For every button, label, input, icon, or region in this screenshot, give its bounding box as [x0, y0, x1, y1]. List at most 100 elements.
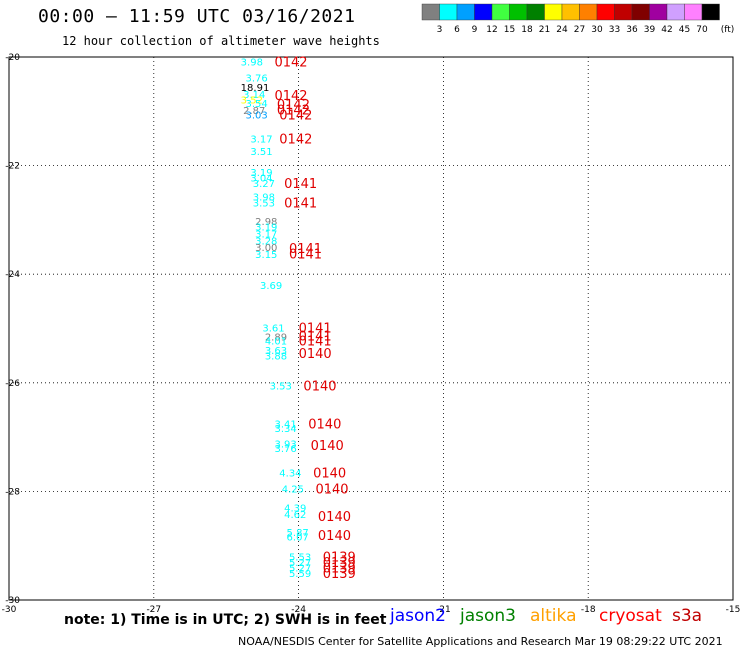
pass-time-label: 0140	[318, 510, 351, 525]
wave-height-value: 3.27	[253, 179, 275, 190]
legend-label: 12	[486, 25, 497, 35]
pass-time-label: 0141	[284, 177, 317, 192]
y-tick-label: -28	[5, 487, 20, 497]
wave-height-value: 3.17	[255, 229, 277, 240]
pass-time-label: 0139	[323, 551, 356, 566]
wave-height-value: 3.17	[250, 134, 272, 145]
wave-height-value: 5.59	[289, 569, 311, 580]
x-tick-label: -21	[436, 605, 451, 615]
pass-time-label: 0139	[323, 556, 356, 571]
satellite-name-jason3: jason3	[460, 606, 516, 626]
legend-label: 45	[679, 25, 690, 35]
wave-height-value: 3.14	[243, 90, 265, 101]
pass-time-label: 0140	[311, 439, 344, 454]
wave-height-value: 3.19	[255, 222, 277, 233]
wave-height-value: 5.27	[289, 558, 311, 569]
map-plot-area: -30 -27 -24 -21 -18 -15 -20 -22 -24 -26 -28 -30 3.98…	[2, 53, 740, 615]
wave-height-value: 3.98	[241, 57, 263, 68]
pass-time-label: 0140	[318, 529, 351, 544]
legend-swatch	[701, 3, 720, 21]
satellite-name-altika: altika	[530, 606, 577, 626]
wave-height-value: 3.03	[246, 111, 268, 122]
legend-label: 70	[696, 25, 708, 35]
legend-label: 6	[454, 25, 460, 35]
pass-time-label: 0140	[313, 466, 346, 481]
y-tick-label: -26	[5, 379, 20, 389]
wave-height-value: 2.98	[255, 217, 277, 228]
wave-height-value: 3.88	[265, 352, 287, 363]
wave-height-value: 3.69	[260, 281, 282, 292]
pass-time-label: 0141	[299, 334, 332, 349]
y-tick-label: -20	[5, 53, 20, 63]
x-tick-label: -18	[581, 605, 596, 615]
page-title: 00:00 – 11:59 UTC 03/16/2021	[38, 6, 356, 27]
wave-height-value: 4.39	[284, 504, 306, 515]
wave-height-value: 4.25	[282, 485, 304, 496]
satellite-name-jason2: jason2	[390, 606, 446, 626]
legend-label: 18	[521, 25, 533, 35]
plot-frame	[8, 56, 734, 601]
x-tick-label: -15	[726, 605, 740, 615]
satellite-name-s3a: s3a	[672, 606, 703, 626]
wave-height-value: 3.51	[250, 147, 272, 158]
legend-label: 9	[472, 25, 478, 35]
legend-label: 15	[504, 25, 515, 35]
wave-height-value: 18.91	[241, 83, 270, 94]
pass-time-label: 0141	[284, 197, 317, 212]
wave-height-value: 4.62	[284, 510, 306, 521]
legend-label: 3	[437, 25, 443, 35]
legend-label: 36	[626, 25, 638, 35]
wave-height-value: 3.76	[274, 444, 296, 455]
wave-height-value: 3.61	[262, 323, 284, 334]
wave-height-value: 3.93	[274, 440, 296, 451]
legend-label: 27	[574, 25, 585, 35]
footer-note: note: 1) Time is in UTC; 2) SWH is in fe…	[64, 612, 387, 628]
y-tick-label: -30	[5, 596, 20, 606]
wave-height-value: 4.34	[279, 468, 301, 479]
wave-height-value: 5.87	[287, 528, 309, 539]
wave-height-value: 3.41	[274, 420, 296, 431]
wave-height-value: 3.28	[255, 237, 277, 248]
pass-time-label: 0142	[279, 109, 312, 124]
wave-height-value: 2.89	[265, 333, 287, 344]
wave-height-value: 3.19	[250, 168, 272, 179]
pass-time-label: 0140	[315, 483, 348, 498]
credit-line: NOAA/NESDIS Center for Satellite Applica…	[238, 635, 723, 648]
pass-time-label: 0141	[289, 248, 322, 263]
wave-height-value: 3.76	[246, 74, 268, 85]
x-tick-label: -27	[146, 605, 161, 615]
x-tick-label: -30	[2, 605, 17, 615]
pass-time-label: 0142	[277, 98, 310, 113]
wave-height-value: 5.27	[289, 563, 311, 574]
pass-time-label: 0142	[274, 89, 307, 104]
pass-time-label: 0140	[303, 380, 336, 395]
legend-label: 24	[556, 25, 568, 35]
legend-unit: (ft)	[721, 25, 735, 35]
wave-height-value: 3.63	[265, 346, 287, 357]
pass-time-label: 0142	[274, 55, 307, 70]
legend-label: 42	[661, 25, 672, 35]
wave-height-value: 3.53	[253, 199, 275, 210]
pass-time-label: 0142	[279, 132, 312, 147]
pass-time-label: 0141	[299, 321, 332, 336]
legend-label: 39	[644, 25, 656, 35]
y-tick-label: -22	[5, 162, 20, 172]
wave-height-value: 6.07	[287, 532, 309, 543]
legend-label: 21	[539, 25, 550, 35]
pass-time-label: 0140	[308, 418, 341, 433]
pass-time-label: 0140	[299, 347, 332, 362]
y-tick-label: -24	[5, 270, 20, 280]
wave-height-value: 4.01	[265, 336, 287, 347]
wave-height-value: 3.00	[255, 243, 277, 254]
pass-time-label: 0139	[323, 567, 356, 582]
satellite-name-cryosat: cryosat	[599, 606, 662, 626]
wave-height-value: 3.52	[241, 95, 263, 106]
wave-height-value: 3.15	[255, 250, 277, 261]
pass-time-label: 0141	[289, 242, 322, 257]
legend-label: 30	[591, 25, 603, 35]
wave-height-value: 3.54	[246, 99, 268, 110]
wave-height-value: 3.98	[253, 193, 275, 204]
pass-time-label: 0141	[299, 330, 332, 345]
x-tick-label: -24	[291, 605, 306, 615]
